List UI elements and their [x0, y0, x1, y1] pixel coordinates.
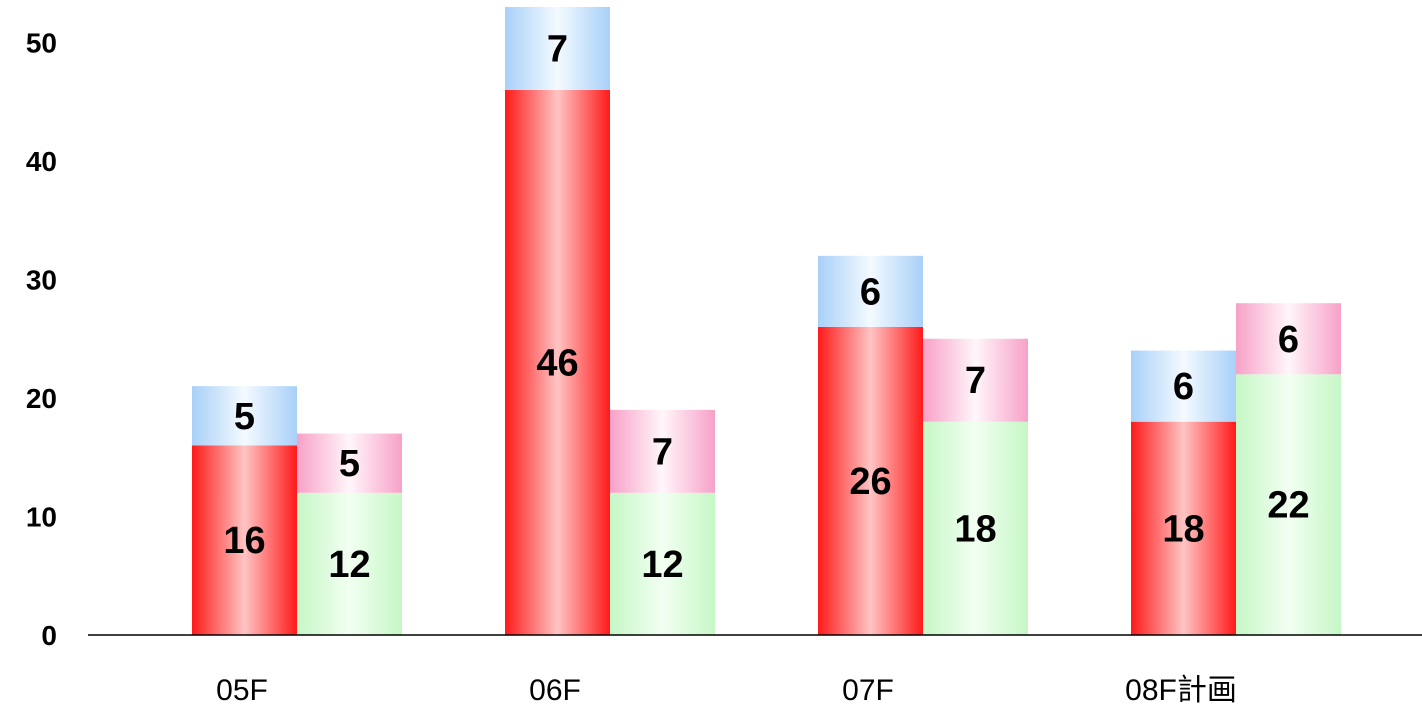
y-tick-label: 30 — [26, 265, 57, 296]
data-label: 6 — [1278, 319, 1299, 361]
bar-green-segment — [923, 421, 1028, 635]
y-tick-label: 0 — [41, 620, 57, 651]
data-label: 18 — [1162, 508, 1204, 550]
bar-pink-segment — [610, 409, 715, 493]
data-label: 46 — [536, 342, 578, 384]
bar-pink-segment — [1236, 303, 1341, 375]
bar-blue-segment — [818, 255, 923, 327]
data-label: 22 — [1267, 485, 1309, 527]
bar-blue-segment — [192, 386, 297, 446]
x-tick-label: 08F計画 — [1125, 674, 1237, 707]
data-label: 12 — [641, 544, 683, 586]
x-tick-label: 06F — [529, 674, 581, 707]
data-label: 5 — [234, 396, 255, 438]
bar-blue-segment — [1131, 350, 1236, 422]
bar-green-segment — [297, 492, 402, 635]
y-axis-tick-labels: 0 10 20 30 40 50 — [26, 28, 57, 652]
data-label: 18 — [954, 508, 996, 550]
data-label: 7 — [547, 28, 568, 70]
data-labels-layer: 16 5 12 5 46 7 12 7 26 6 18 7 18 6 22 6 — [223, 28, 1309, 585]
bar-pink-segment — [297, 433, 402, 493]
bar-red-segment — [192, 445, 297, 635]
data-label: 26 — [849, 461, 891, 503]
data-label: 12 — [328, 544, 370, 586]
y-tick-label: 40 — [26, 146, 57, 177]
data-label: 5 — [339, 443, 360, 485]
bar-red-segment — [818, 326, 923, 635]
data-label: 7 — [965, 360, 986, 402]
bar-blue-segment — [505, 6, 610, 90]
data-label: 7 — [652, 431, 673, 473]
bar-pink-segment — [923, 338, 1028, 422]
bar-green-segment — [610, 492, 715, 635]
data-label: 6 — [1173, 366, 1194, 408]
data-label: 6 — [860, 271, 881, 313]
bar-red-segment — [505, 89, 610, 635]
x-axis-tick-labels: 05F 06F 07F 08F計画 — [216, 674, 1237, 707]
x-tick-label: 05F — [216, 674, 268, 707]
x-tick-label: 07F — [842, 674, 894, 707]
bar-green-segment — [1236, 374, 1341, 635]
y-tick-label: 20 — [26, 383, 57, 414]
bar-red-segment — [1131, 421, 1236, 635]
data-label: 16 — [223, 520, 265, 562]
y-tick-label: 50 — [26, 28, 57, 59]
y-tick-label: 10 — [26, 502, 57, 533]
bars-layer — [192, 6, 1341, 635]
